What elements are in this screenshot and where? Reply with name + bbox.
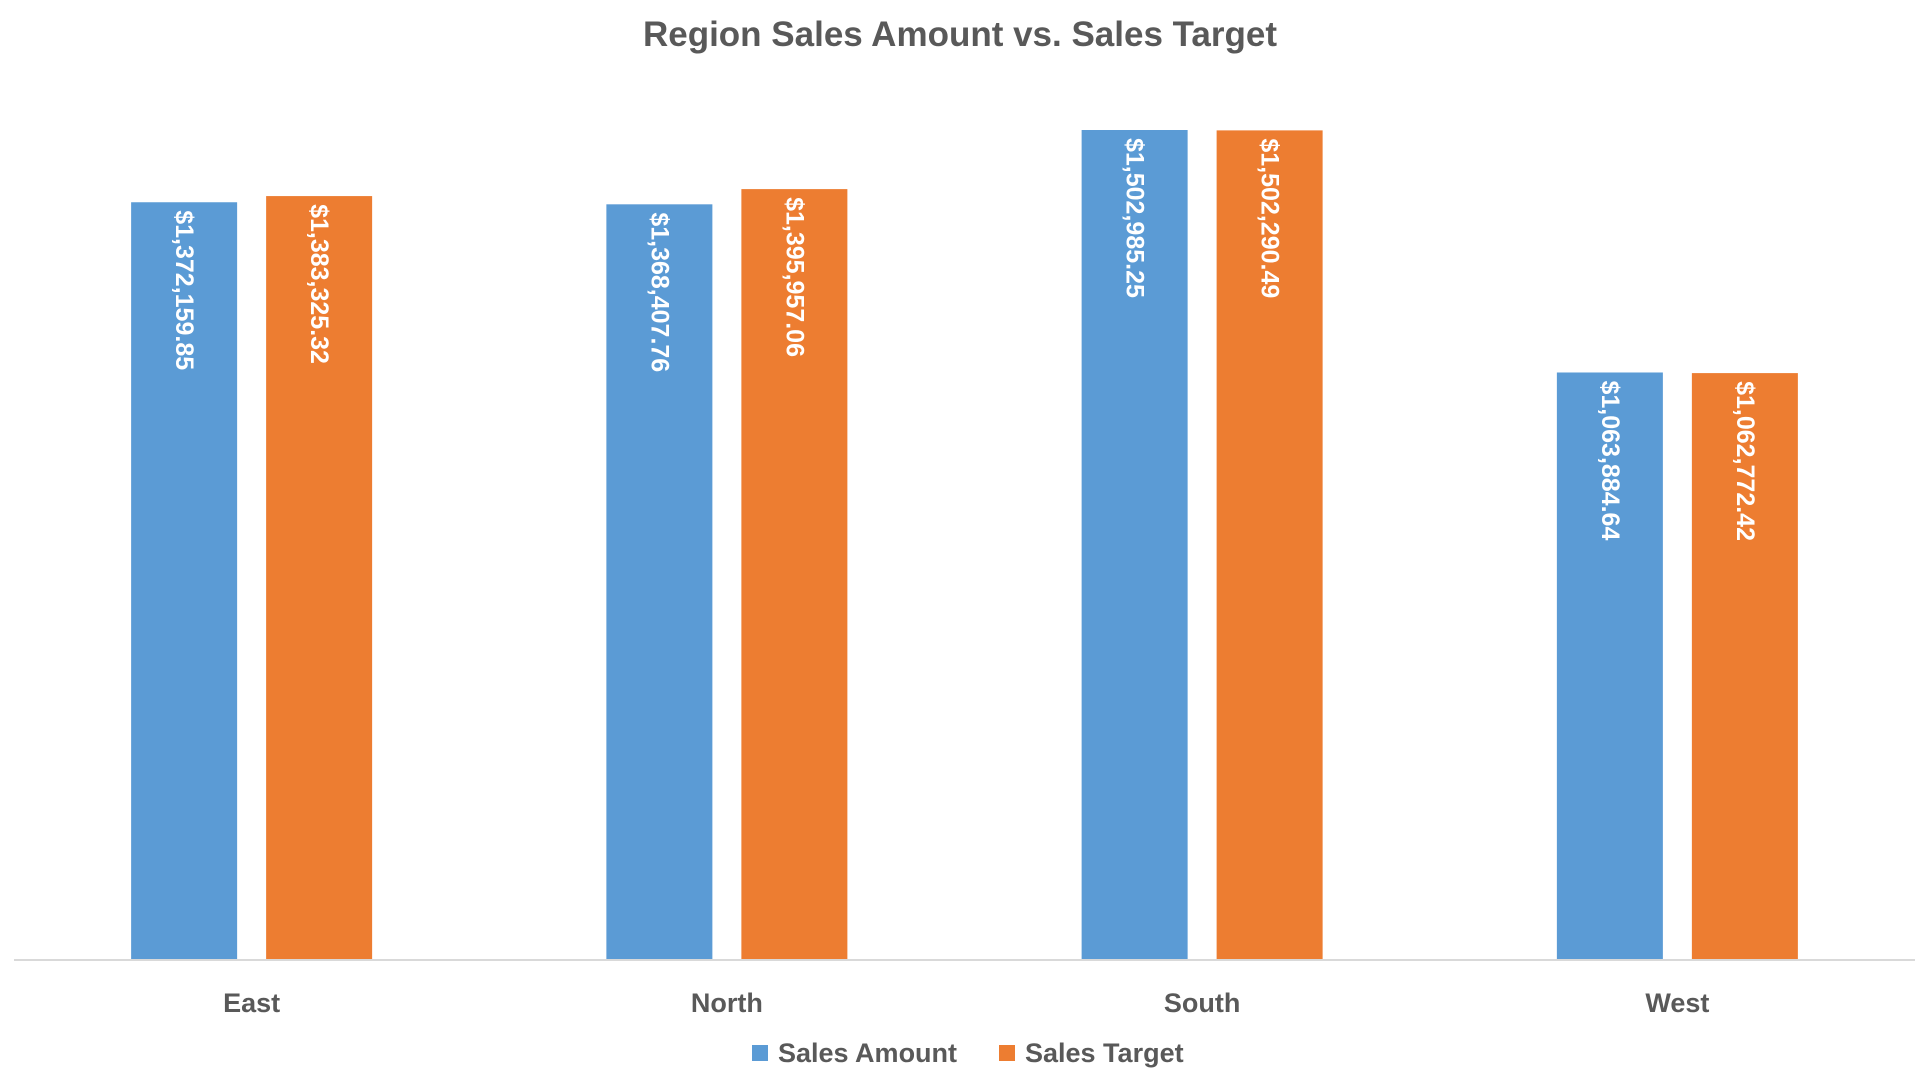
category-label-south: South [1164,988,1240,1018]
category-label-west: West [1645,988,1709,1018]
category-labels-layer: East North South West [223,988,1709,1018]
data-label-north-sales-target: $1,395,957.06 [780,197,808,357]
bar-west-sales-amount [1556,372,1663,960]
legend-swatch-sales-target [999,1045,1015,1061]
data-labels-layer: $1,372,159.85 $1,383,325.32 $1,368,407.76 $… [170,138,1759,541]
data-label-west-sales-amount: $1,063,884.64 [1596,380,1624,540]
bar-south-sales-target [1216,130,1323,960]
bar-east-sales-target [266,196,373,960]
bar-north-sales-target [741,189,848,961]
bar-north-sales-amount [606,204,713,960]
category-label-north: North [691,988,763,1018]
data-label-west-sales-target: $1,062,772.42 [1731,381,1759,541]
data-label-east-sales-target: $1,383,325.32 [305,204,333,364]
bar-west-sales-target [1691,373,1798,961]
data-label-south-sales-amount: $1,502,985.25 [1121,138,1149,298]
legend-label-sales-target: Sales Target [1025,1038,1184,1068]
data-label-south-sales-target: $1,502,290.49 [1256,138,1284,298]
legend-swatch-sales-amount [752,1045,768,1061]
chart-title: Region Sales Amount vs. Sales Target [643,15,1277,54]
legend: Sales Amount Sales Target [752,1038,1184,1068]
legend-label-sales-amount: Sales Amount [778,1038,957,1068]
data-label-north-sales-amount: $1,368,407.76 [645,212,673,372]
bar-south-sales-amount [1081,130,1188,960]
category-label-east: East [223,988,280,1018]
data-label-east-sales-amount: $1,372,159.85 [170,210,198,370]
bar-east-sales-amount [131,202,238,960]
bars-layer [131,130,1798,961]
